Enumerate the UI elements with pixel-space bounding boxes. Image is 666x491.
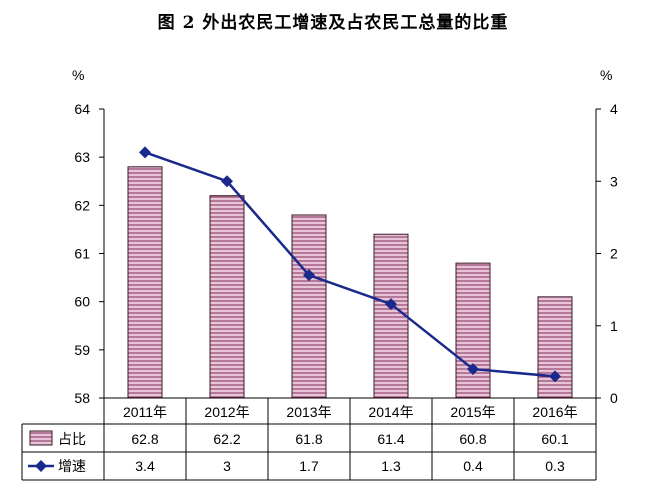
right-axis-unit: %	[600, 67, 612, 83]
legend-line-label: 增速	[58, 458, 86, 474]
growth-line	[144, 151, 556, 378]
table-line-value: 1.3	[381, 458, 401, 474]
left-tick-label: 64	[74, 101, 90, 117]
chart-title: 图 2 外出农民工增速及占农民工总量的比重	[157, 13, 509, 33]
table-line-value: 0.4	[463, 458, 483, 474]
table-bar-value: 61.4	[377, 431, 404, 447]
table-bar-value: 62.8	[131, 431, 158, 447]
legend-bar-swatch	[29, 430, 53, 446]
right-tick-label: 4	[610, 101, 618, 117]
right-tick-label: 1	[610, 318, 618, 334]
right-tick-label: 3	[610, 173, 618, 189]
table-bar-value: 60.8	[459, 431, 486, 447]
left-tick-label: 60	[74, 294, 90, 310]
bar-2	[291, 214, 327, 399]
table-bar-value: 60.1	[541, 431, 568, 447]
table-line-value: 0.3	[545, 458, 565, 474]
legend-line-marker	[35, 460, 47, 472]
line-point-3	[385, 298, 397, 311]
left-tick-label: 59	[74, 342, 90, 358]
line-point-2	[303, 269, 315, 282]
legend-bar-label: 占比	[58, 431, 86, 447]
line-point-1	[221, 175, 233, 188]
bar-4	[455, 262, 491, 399]
x-tick-label: 2011年	[123, 404, 167, 420]
table-line-value: 3.4	[135, 458, 155, 474]
table-line-value: 1.7	[299, 458, 319, 474]
line-point-5	[549, 370, 561, 383]
left-axis-unit: %	[72, 67, 84, 83]
table-line-value: 3	[223, 458, 231, 474]
bar-0	[127, 166, 163, 399]
table-bar-value: 61.8	[295, 431, 322, 447]
x-tick-label: 2014年	[368, 404, 413, 420]
line-point-4	[467, 363, 479, 376]
bar-3	[373, 233, 409, 399]
left-tick-label: 62	[74, 197, 90, 213]
line-point-0	[139, 146, 151, 159]
right-tick-label: 2	[610, 246, 618, 262]
right-tick-label: 0	[610, 390, 618, 406]
bar-1	[209, 195, 245, 399]
left-tick-label: 63	[74, 149, 90, 165]
table-bar-value: 62.2	[213, 431, 240, 447]
x-tick-label: 2015年	[450, 404, 495, 420]
x-tick-label: 2016年	[532, 404, 577, 420]
x-tick-label: 2013年	[286, 404, 331, 420]
bar-5	[537, 296, 573, 399]
left-tick-label: 61	[74, 246, 90, 262]
left-tick-label: 58	[74, 390, 90, 406]
x-tick-label: 2012年	[204, 404, 249, 420]
